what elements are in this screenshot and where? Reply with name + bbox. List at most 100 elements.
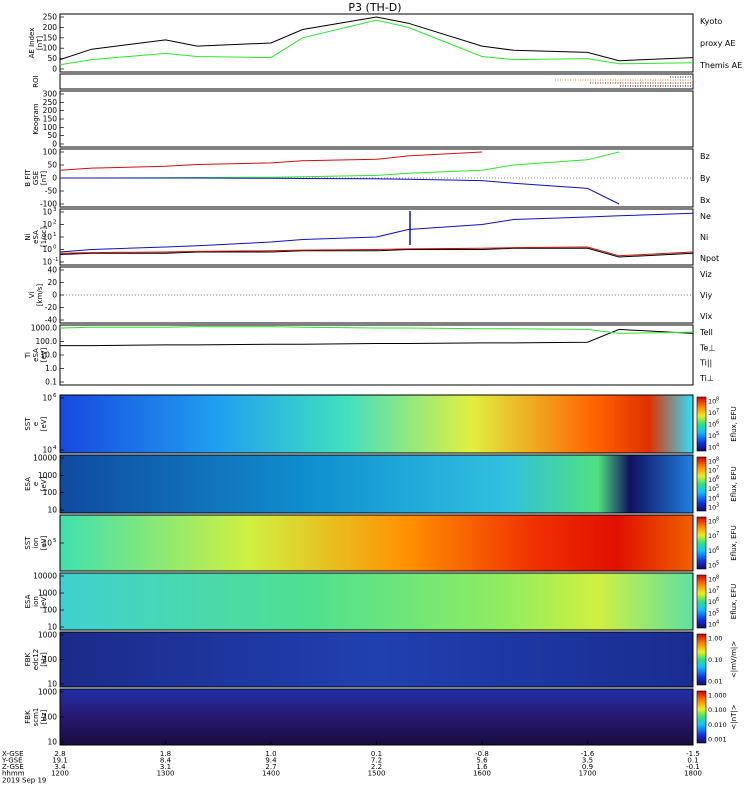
- legend-entry: Tell: [699, 328, 713, 337]
- series-ae-kyoto-proxy-ae: [59, 19, 694, 66]
- y-tick-exponent: 0: [53, 245, 57, 251]
- y-tick-label: 10000: [33, 572, 57, 581]
- colorbar-exponent: 5: [716, 608, 719, 614]
- panel-frame: [59, 90, 694, 148]
- y-axis-label: scm1: [32, 708, 40, 727]
- y-axis-label: eSA: [32, 348, 40, 362]
- y-tick-label: 200: [43, 106, 58, 115]
- y-tick-label: 50: [47, 161, 57, 170]
- colorbar-tick: 0.100: [708, 706, 727, 714]
- colorbar-tick: 10: [708, 421, 716, 429]
- y-axis-label: ion: [32, 596, 40, 607]
- colorbar-exponent: 7: [716, 586, 719, 592]
- colorbar: [696, 516, 707, 570]
- colorbar-exponent: 8: [716, 457, 719, 463]
- panel-frame: [59, 266, 694, 324]
- y-tick-label: 1000: [38, 631, 57, 640]
- y-tick-label: 50: [47, 54, 57, 63]
- series-ae-themis-ae: [59, 16, 694, 62]
- y-tick-label: 100: [43, 606, 58, 615]
- y-tick-label: 10: [47, 680, 57, 689]
- x-tick-value: 1.0: [265, 750, 276, 758]
- legend-entry: Bx: [700, 196, 710, 205]
- y-tick-exponent: -1: [53, 257, 58, 263]
- colorbar-tick: 10: [708, 485, 716, 493]
- y-tick-label: 0: [52, 174, 57, 183]
- spectrogram-fbk_e: [60, 632, 693, 687]
- colorbar-label: Eflux, EFU: [730, 466, 738, 501]
- y-tick-label: 100.0: [36, 337, 58, 346]
- colorbar-tick: 1.00: [708, 635, 722, 643]
- y-tick-label: 10: [42, 258, 52, 267]
- y-tick-exponent: 6: [53, 393, 57, 399]
- y-tick-label: 10: [42, 245, 52, 254]
- x-tick-value: 0.9: [582, 763, 593, 771]
- y-axis-label: edc12: [32, 649, 40, 671]
- panel-frame: [59, 324, 694, 386]
- colorbar-exponent: 8: [716, 517, 719, 523]
- y-tick-label: 150: [43, 33, 58, 42]
- y-axis-label: [1/cc]: [40, 227, 48, 247]
- colorbar-tick: 0.001: [708, 736, 727, 744]
- x-row-label: Z-GSE: [2, 763, 24, 771]
- x-tick-value: 1200: [51, 770, 69, 778]
- y-tick-label: 10: [42, 394, 52, 403]
- legend-entry: Themis AE: [699, 61, 742, 70]
- colorbar-exponent: 7: [716, 466, 719, 472]
- colorbar-exponent: 6: [716, 546, 719, 552]
- colorbar-label: <|nT|>: [730, 704, 738, 729]
- y-tick-label: 1000.0: [31, 324, 57, 333]
- colorbar-tick: 10: [708, 409, 716, 417]
- y-axis-label: FBK: [24, 710, 32, 724]
- x-tick-value: 1400: [262, 770, 280, 778]
- colorbar-tick: 0.010: [708, 721, 727, 729]
- colorbar-exponent: 4: [716, 620, 719, 626]
- y-axis-label: eSA: [32, 230, 40, 244]
- colorbar-exponent: 6: [716, 420, 719, 426]
- y-axis-label: [Hz]: [40, 710, 48, 725]
- x-tick-value: 0.1: [687, 757, 698, 765]
- series-ni-ne: [59, 246, 694, 257]
- y-tick-label: 10.0: [40, 351, 57, 360]
- legend-entry: Bz: [700, 152, 710, 161]
- panel-frame: [59, 394, 694, 454]
- y-tick-label: 0: [52, 65, 57, 74]
- y-tick-exponent: 4: [53, 445, 57, 451]
- colorbar-tick: 10: [708, 476, 716, 484]
- y-axis-label: ROI: [32, 75, 40, 87]
- legend-entry: Ti⊥: [699, 374, 714, 383]
- colorbar: [696, 456, 707, 512]
- y-tick-label: 250: [43, 98, 58, 107]
- panel-ti: Ti eSA [eV] 1000.0 100.0 10.0 1.0 0.1 Tell Te⊥ Ti|…: [24, 324, 715, 387]
- y-tick-label: 1000: [38, 589, 57, 598]
- y-axis-label: [Hz]: [40, 652, 48, 667]
- panel-frame: [59, 13, 694, 73]
- legend-entry: Ni: [700, 233, 708, 242]
- y-tick-label: -20: [45, 303, 57, 312]
- spectrogram-fbk_b: [60, 689, 693, 745]
- colorbar-exponent: 8: [716, 575, 719, 581]
- y-axis-label: [nT]: [36, 36, 44, 50]
- colorbar-tick: 10: [708, 467, 716, 475]
- x-tick-value: 0.1: [371, 750, 382, 758]
- x-tick-value: -0.1: [686, 763, 700, 771]
- y-tick-exponent: 5: [53, 538, 57, 544]
- legend-entry: Viy: [700, 291, 713, 300]
- y-tick-label: 50: [47, 131, 57, 140]
- x-tick-value: 2.8: [54, 750, 65, 758]
- y-axis-label: Keogram: [32, 103, 40, 134]
- colorbar-tick: 10: [708, 576, 716, 584]
- x-row-label: 2019 Sep 19: [2, 777, 46, 785]
- series-ti-ti-: [59, 326, 694, 334]
- y-tick-label: 150: [43, 115, 58, 124]
- panel-roi: ROI: [32, 73, 694, 90]
- panel-frame: [59, 454, 694, 514]
- legend-entry: Vix: [700, 312, 713, 321]
- colorbar-tick: 10: [708, 432, 716, 440]
